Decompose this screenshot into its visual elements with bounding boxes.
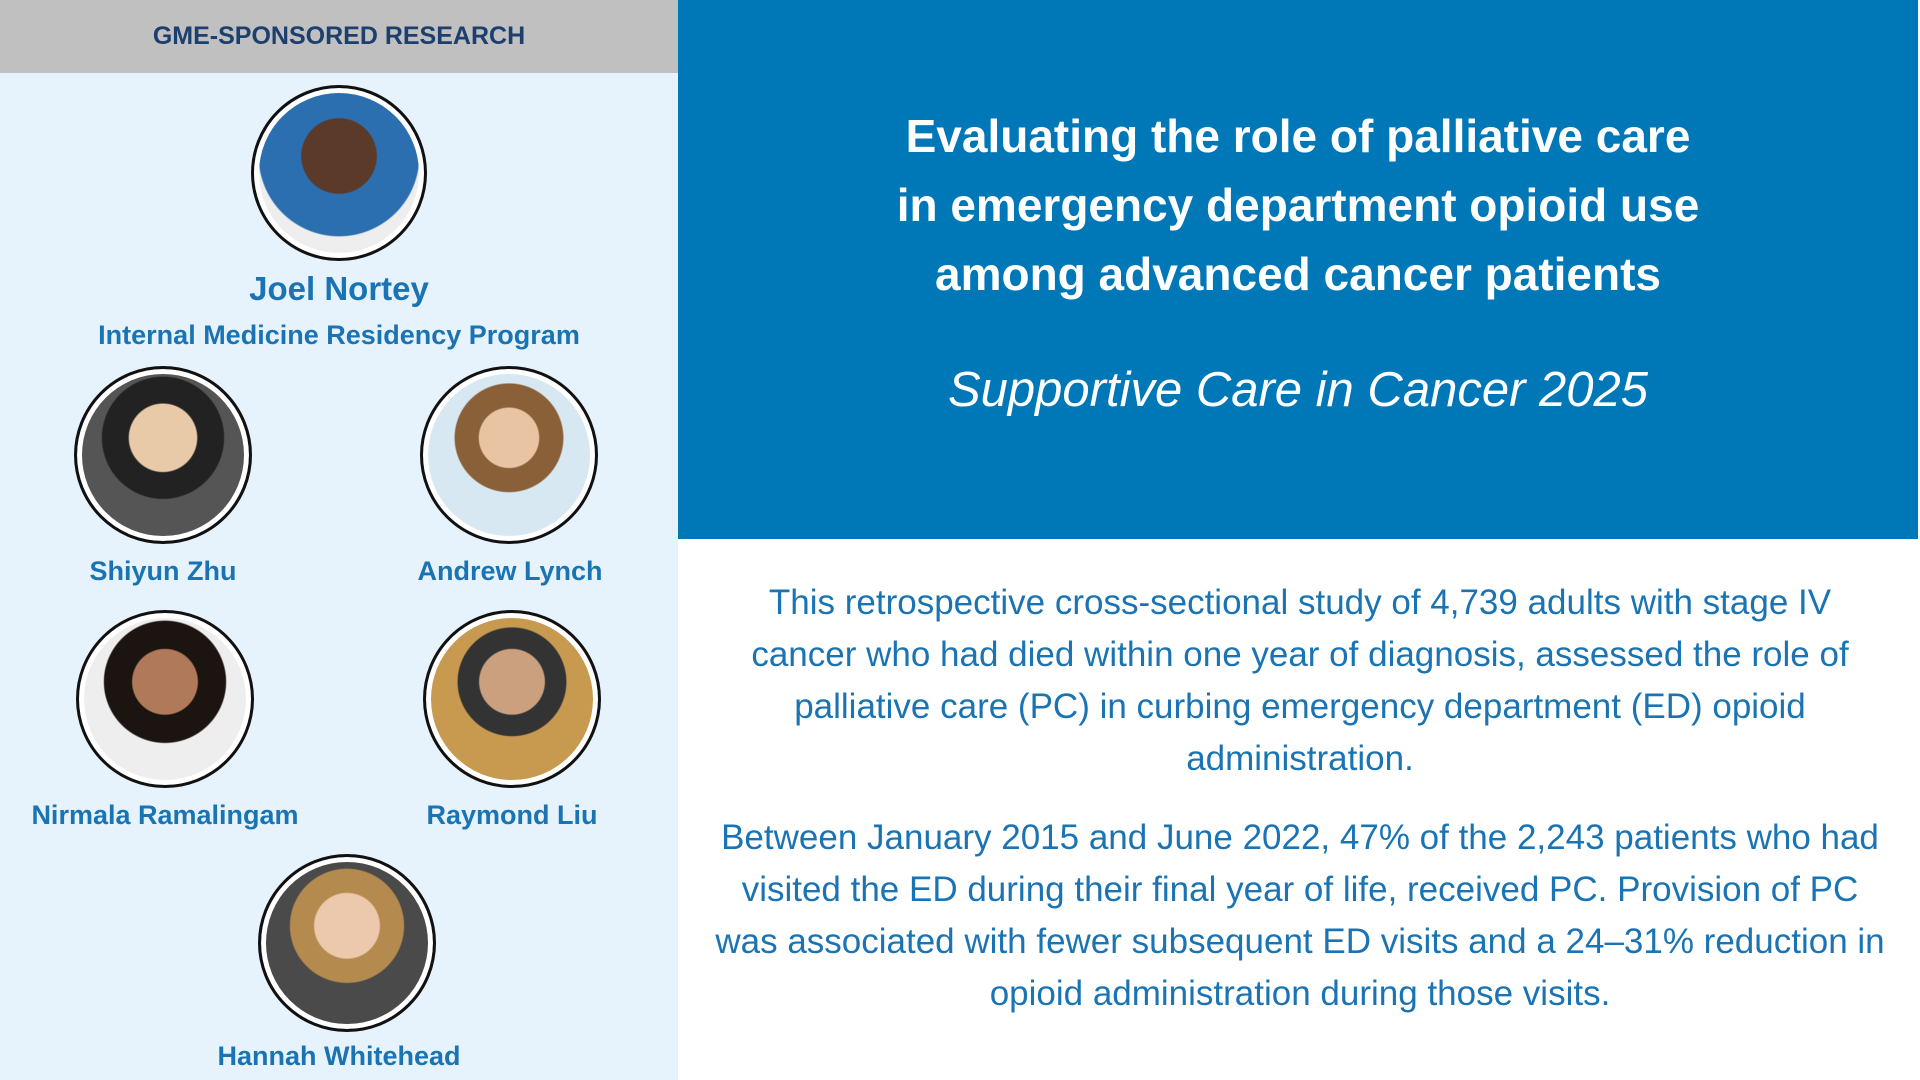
- paragraph: This retrospective cross-sectional study…: [751, 583, 1849, 778]
- author-name: Joel Nortey: [249, 270, 429, 307]
- title-line: among advanced cancer patients: [934, 248, 1662, 300]
- article-summary: This retrospective cross-sectional study…: [700, 577, 1900, 1047]
- author-photo: [251, 85, 427, 261]
- author-photo: [258, 854, 436, 1032]
- title-line: in emergency department opioid use: [896, 179, 1700, 231]
- journal: Supportive Care in Cancer 2025: [947, 363, 1649, 417]
- author-photo: [420, 366, 598, 544]
- author-program: Internal Medicine Residency Program: [98, 320, 580, 350]
- title-line: Evaluating the role of palliative care: [905, 110, 1691, 162]
- author-photo: [423, 610, 601, 788]
- author-photo: [74, 366, 252, 544]
- author-name: Raymond Liu: [426, 800, 598, 830]
- author-photo: [76, 610, 254, 788]
- author-name: Shiyun Zhu: [89, 556, 237, 586]
- title-panel: Evaluating the role of palliative care in…: [678, 0, 1918, 539]
- paragraph: Between January 2015 and June 2022, 47% …: [715, 818, 1885, 1013]
- article-title: Evaluating the role of palliative care in…: [678, 102, 1918, 309]
- section-header: GME-SPONSORED RESEARCH: [0, 0, 678, 73]
- author-name: Andrew Lynch: [417, 556, 603, 586]
- author-name: Nirmala Ramalingam: [31, 800, 299, 830]
- author-name: Hannah Whitehead: [217, 1041, 461, 1071]
